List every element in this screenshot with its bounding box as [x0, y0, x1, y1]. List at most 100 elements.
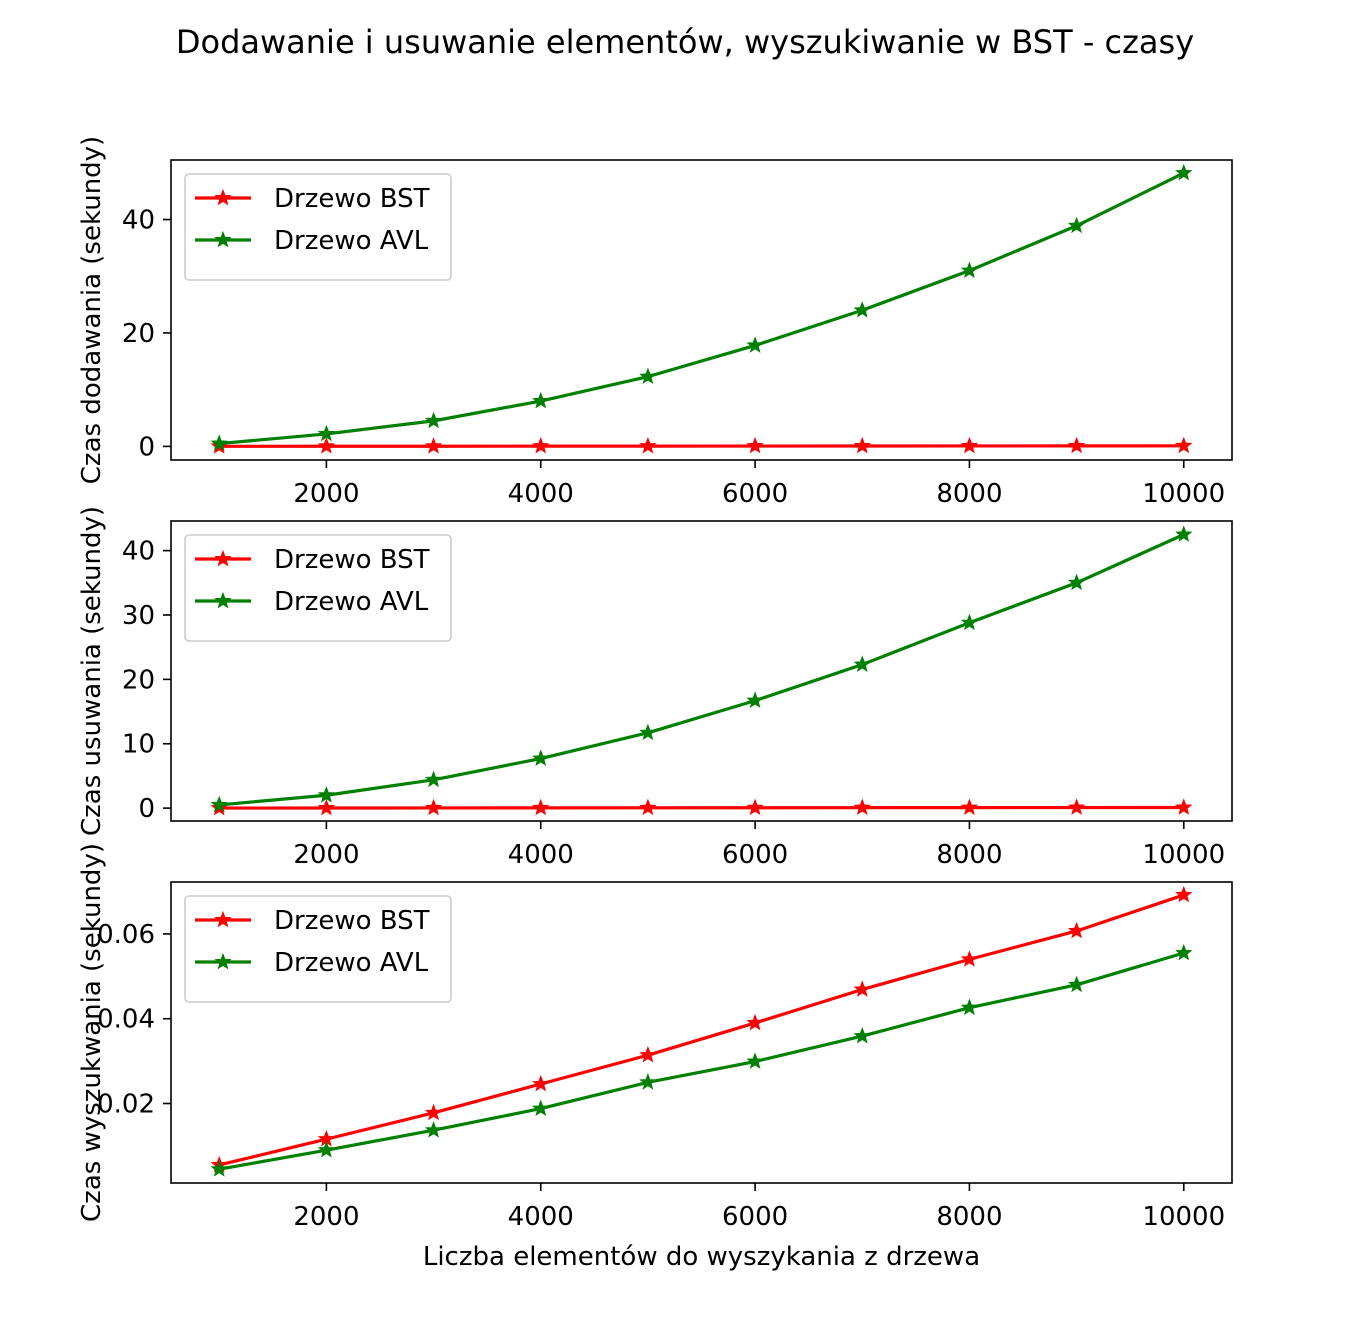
data-point-marker: [853, 436, 871, 454]
legend-label: Drzewo AVL: [274, 948, 429, 978]
y-tick-label: 0.06: [97, 920, 155, 950]
data-point-marker: [746, 798, 764, 816]
data-point-marker: [1175, 943, 1193, 961]
y-tick-label: 0: [138, 794, 155, 824]
legend-marker: [214, 910, 232, 928]
data-point-marker: [532, 798, 550, 816]
legend-label: Drzewo BST: [274, 545, 430, 575]
y-tick-label: 0: [138, 432, 155, 462]
data-point-marker: [532, 1074, 550, 1092]
data-point-marker: [424, 1121, 443, 1138]
x-tick-label: 2000: [293, 479, 359, 509]
data-point-marker: [317, 424, 336, 442]
data-point-marker: [1067, 573, 1086, 591]
legend-box: [184, 895, 452, 1003]
y-axis-label: Czas dodawania (sekundy): [77, 136, 107, 484]
data-point-marker: [960, 998, 979, 1016]
legend-marker: [214, 591, 232, 609]
legend-marker: [214, 549, 232, 567]
data-point-marker: [639, 367, 657, 385]
y-tick-label: 30: [122, 601, 155, 631]
data-point-marker: [424, 1103, 443, 1121]
plot-frame: [170, 159, 1233, 461]
series-line-bst: [219, 444, 1184, 448]
data-point-marker: [210, 795, 228, 813]
data-point-marker: [746, 691, 764, 709]
series-line-avl: [218, 951, 1185, 1171]
data-point-marker: [960, 798, 979, 815]
data-point-marker: [317, 786, 336, 803]
data-point-marker: [853, 301, 871, 318]
data-point-marker: [1175, 436, 1193, 454]
legend-marker: [214, 952, 232, 970]
y-axis-label: Czas wyszukwania (sekundy): [77, 843, 107, 1222]
data-point-marker: [317, 437, 336, 454]
data-point-marker: [1067, 436, 1086, 454]
y-tick-label: 40: [122, 206, 155, 236]
data-point-marker: [639, 1073, 657, 1090]
legend-box: [184, 173, 452, 281]
legend: Drzewo BST Drzewo AVL: [184, 173, 452, 281]
data-point-marker: [960, 436, 979, 454]
data-point-marker: [639, 723, 657, 741]
data-point-marker: [853, 655, 871, 672]
data-point-marker: [317, 1141, 336, 1158]
y-axis-label: Czas usuwania (sekundy): [77, 506, 107, 836]
data-point-marker: [746, 336, 764, 353]
data-point-marker: [639, 1046, 657, 1063]
data-point-marker: [424, 770, 443, 788]
data-point-marker: [746, 1013, 764, 1031]
figure-title: Dodawanie i usuwanie elementów, wyszukiw…: [176, 23, 1194, 61]
x-tick-label: 6000: [722, 840, 788, 870]
y-tick-label: 0.02: [97, 1090, 155, 1120]
legend: Drzewo BST Drzewo AVL: [184, 534, 452, 642]
x-tick-label: 10000: [1142, 1202, 1225, 1232]
y-tick-label: 20: [122, 665, 155, 695]
data-point-marker: [1067, 798, 1086, 815]
legend-label: Drzewo AVL: [274, 226, 429, 256]
x-tick-label: 6000: [722, 1202, 788, 1232]
series-line-avl: [219, 171, 1185, 446]
legend-marker: [214, 230, 232, 248]
data-point-marker: [210, 1160, 228, 1177]
y-tick-label: 0.04: [97, 1005, 155, 1035]
y-tick-label: 20: [122, 319, 155, 349]
legend-marker: [214, 188, 232, 206]
data-point-marker: [960, 261, 979, 278]
data-point-marker: [746, 436, 764, 454]
y-tick-label: 40: [122, 537, 155, 567]
series-line-avl: [219, 533, 1185, 807]
x-tick-label: 6000: [722, 479, 788, 509]
x-tick-label: 10000: [1142, 479, 1225, 509]
x-tick-label: 4000: [508, 479, 574, 509]
x-tick-label: 10000: [1142, 840, 1225, 870]
plot-frame: [170, 520, 1233, 822]
data-point-marker: [960, 950, 979, 967]
x-tick-label: 8000: [936, 479, 1002, 509]
data-point-marker: [1175, 163, 1193, 181]
legend-label: Drzewo AVL: [274, 587, 429, 617]
x-axis-label: Liczba elementów do wyszykania z drzewa: [423, 1242, 980, 1272]
chart-panel-2: 2000 4000 6000 8000 10000 0 10 20 30 40 Czas usuwa…: [77, 506, 1233, 870]
x-tick-label: 8000: [936, 840, 1002, 870]
data-point-marker: [853, 1026, 871, 1044]
data-point-marker: [853, 980, 871, 997]
data-point-marker: [210, 434, 228, 451]
data-point-marker: [639, 436, 657, 454]
y-tick-label: 10: [122, 730, 155, 760]
plot-frame: [170, 881, 1233, 1184]
data-point-marker: [1175, 525, 1193, 542]
data-point-marker: [532, 1099, 550, 1116]
legend-box: [184, 534, 452, 642]
data-point-marker: [746, 1052, 764, 1069]
legend-label: Drzewo BST: [274, 184, 430, 214]
series-line-bst: [218, 893, 1185, 1167]
chart-panel-1: 2000 4000 6000 8000 10000 0 20 40 Czas dodawania…: [77, 136, 1233, 509]
data-point-marker: [532, 749, 550, 766]
data-point-marker: [853, 798, 871, 816]
legend: Drzewo BST Drzewo AVL: [184, 895, 452, 1003]
data-point-marker: [1067, 975, 1086, 993]
